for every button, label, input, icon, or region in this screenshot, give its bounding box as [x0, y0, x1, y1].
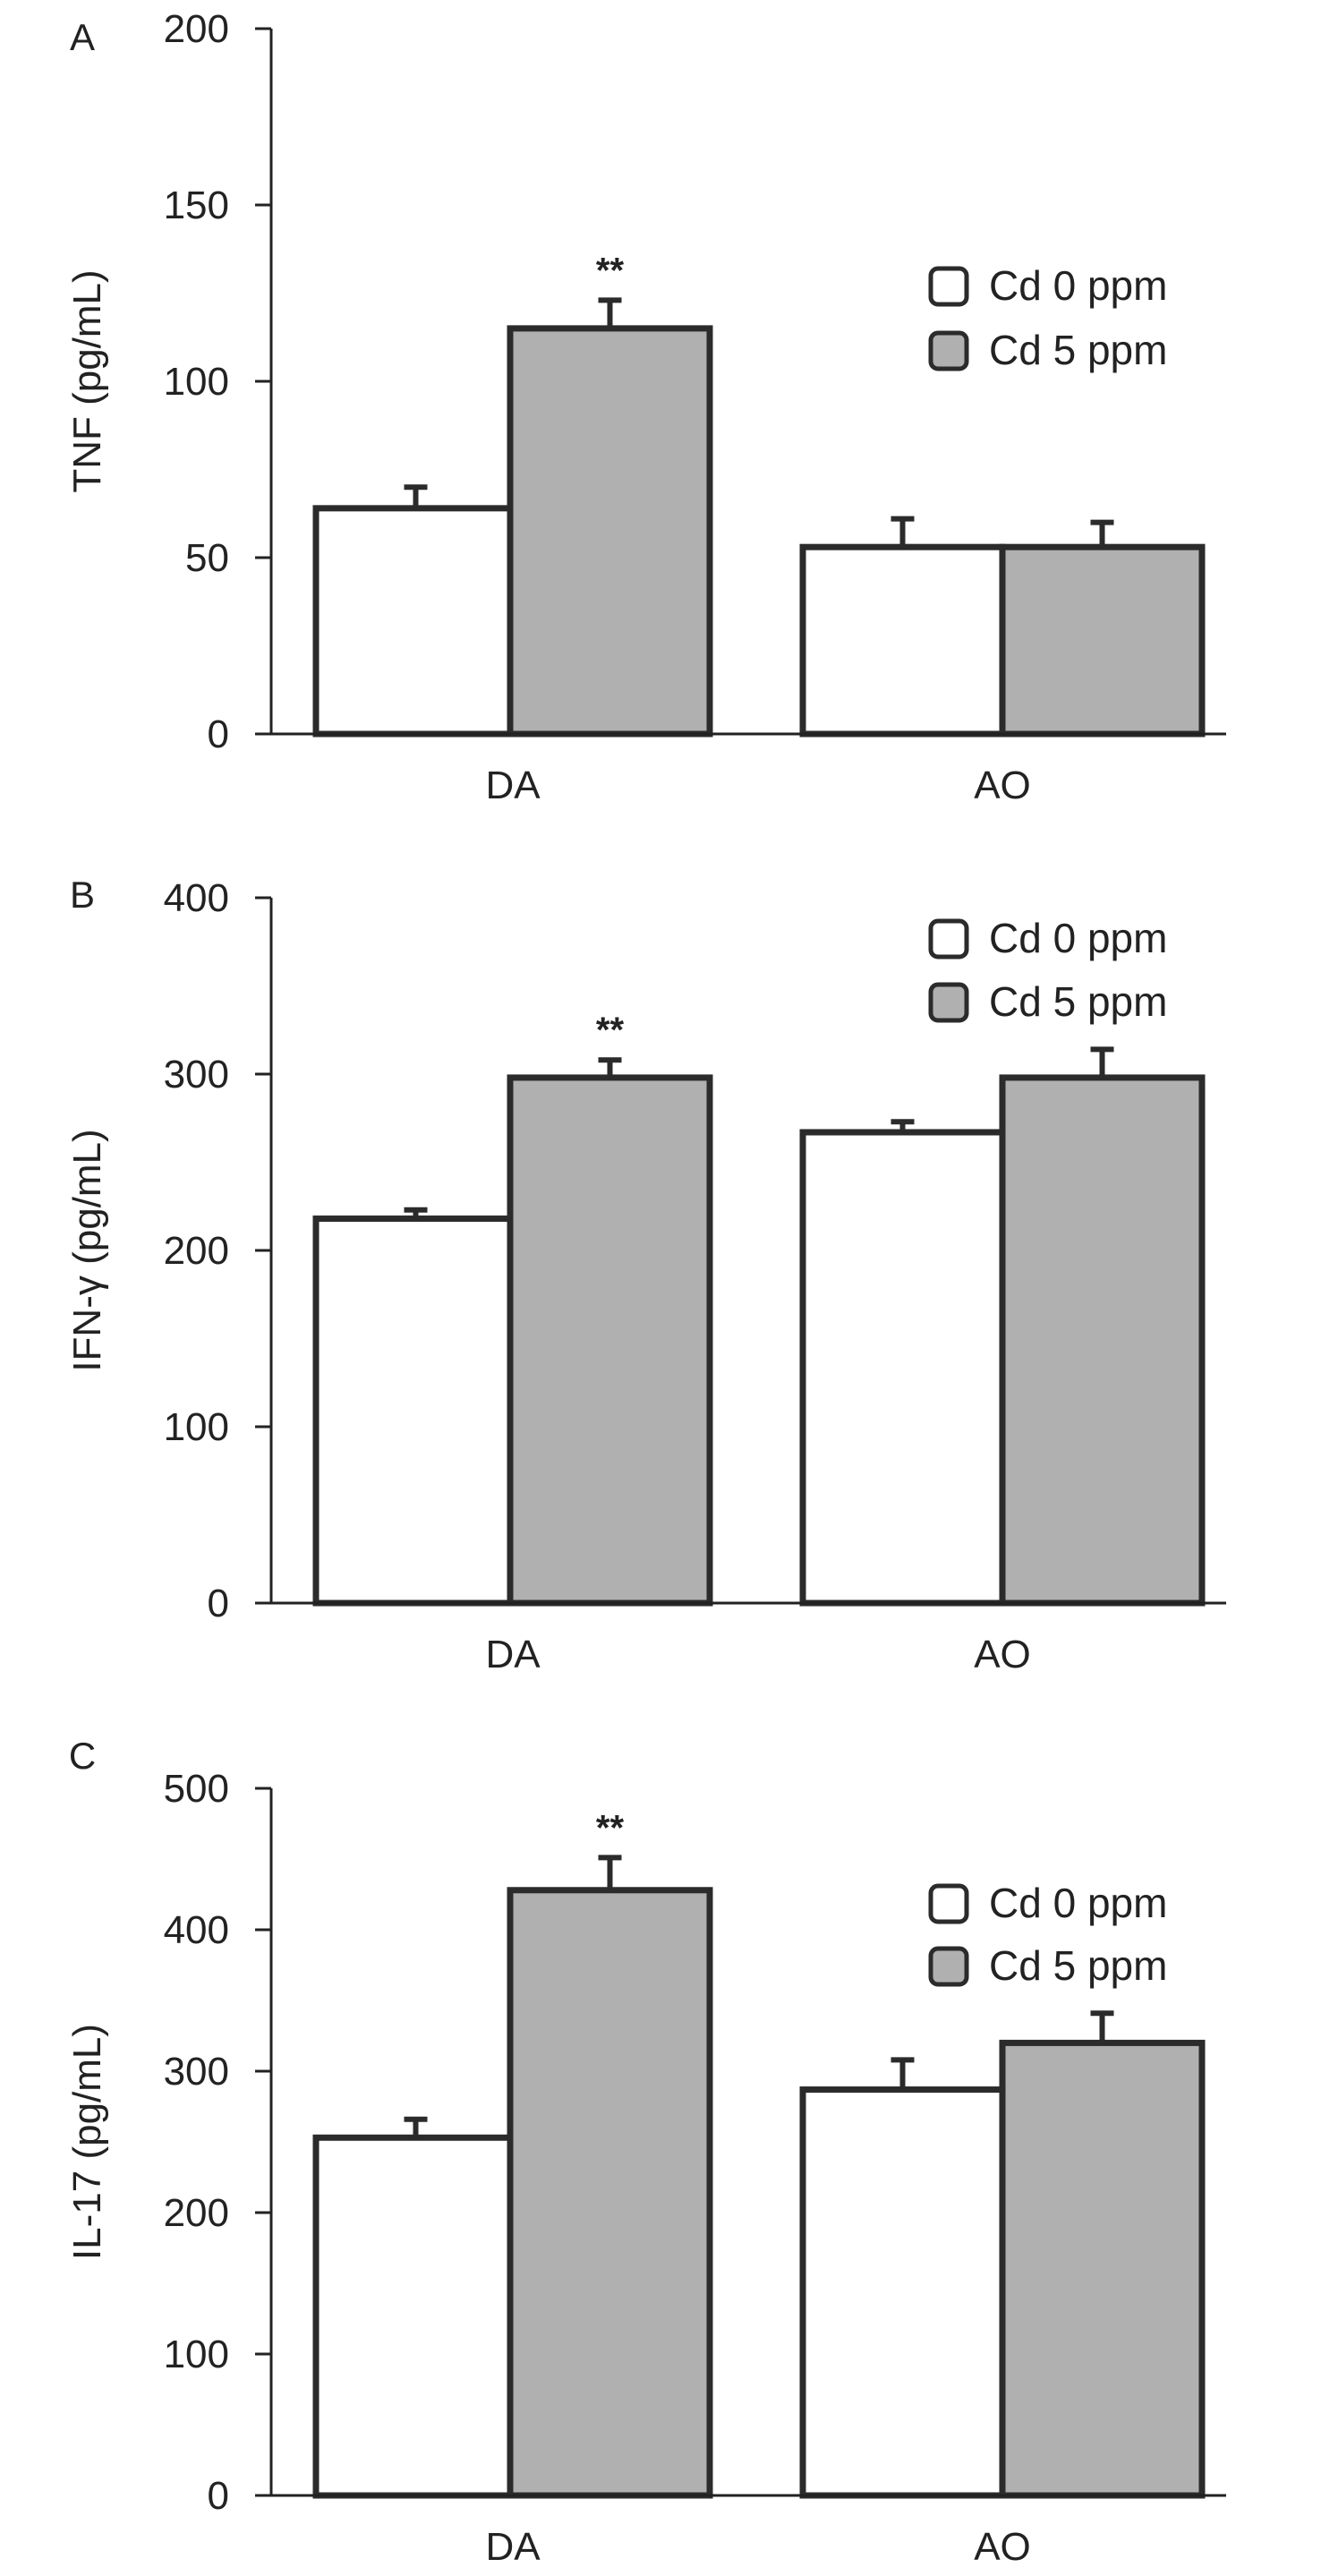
chart-panel-a: A 0 50 100 150 200 TNF (pg/mL) DA AO ** Cd 0 ppm Cd… — [65, 7, 1226, 807]
y-axis-label: TNF (pg/mL) — [65, 269, 109, 492]
legend-label: Cd 0 ppm — [989, 262, 1167, 309]
y-axis-label: IL-17 (pg/mL) — [65, 2024, 109, 2260]
x-tick-label: DA — [485, 1633, 541, 1676]
y-tick-label: 200 — [164, 1229, 229, 1273]
y-tick-label: 0 — [208, 1582, 229, 1625]
significance-marker: ** — [596, 1808, 625, 1847]
x-tick-label: AO — [974, 2525, 1031, 2569]
y-tick-label: 100 — [164, 360, 229, 404]
significance-marker: ** — [596, 1011, 625, 1050]
panel-letter: B — [70, 874, 95, 916]
panel-letter: C — [69, 1735, 96, 1777]
x-tick-label: DA — [485, 763, 541, 807]
legend-swatch — [928, 266, 969, 307]
bar-ao-series-1 — [999, 543, 1206, 738]
y-tick-label: 500 — [164, 1767, 229, 1811]
bar-da-series-1 — [507, 1887, 713, 2499]
y-tick-label: 400 — [164, 1908, 229, 1952]
legend-label: Cd 5 ppm — [989, 327, 1167, 373]
y-tick-label: 300 — [164, 2050, 229, 2094]
y-axis-label: IFN-γ (pg/mL) — [65, 1129, 109, 1371]
bar-ao-series-0 — [799, 1129, 1006, 1607]
y-tick-label: 50 — [185, 536, 229, 580]
panel-letter: A — [70, 16, 95, 58]
bar-ao-series-0 — [799, 2086, 1006, 2499]
y-tick-label: 100 — [164, 2333, 229, 2376]
bar-ao-series-0 — [799, 543, 1006, 738]
legend-label: Cd 5 ppm — [989, 1942, 1167, 1989]
legend-swatch — [928, 1883, 969, 1924]
y-tick-label: 0 — [208, 2474, 229, 2518]
bar-da-series-1 — [507, 325, 713, 738]
chart-panel-c: C 0 100 200 300 400 500 IL-17 (pg/mL) DA AO ** Cd 0… — [65, 1735, 1226, 2569]
legend-label: Cd 5 ppm — [989, 978, 1167, 1025]
bar-ao-series-1 — [999, 1074, 1206, 1607]
y-tick-label: 150 — [164, 183, 229, 227]
bar-ao-series-1 — [999, 2039, 1206, 2499]
y-tick-label: 200 — [164, 7, 229, 51]
legend-swatch — [928, 918, 969, 960]
x-tick-label: AO — [974, 1633, 1031, 1676]
legend-swatch — [928, 982, 969, 1023]
y-tick-label: 100 — [164, 1405, 229, 1449]
y-tick-label: 0 — [208, 712, 229, 756]
legend-label: Cd 0 ppm — [989, 915, 1167, 961]
chart-panel-b: B 0 100 200 300 400 IFN-γ (pg/mL) DA AO ** Cd 0 pp… — [65, 874, 1226, 1676]
legend-label: Cd 0 ppm — [989, 1880, 1167, 1926]
legend-swatch — [928, 330, 969, 371]
y-tick-label: 300 — [164, 1053, 229, 1096]
bar-da-series-0 — [312, 2134, 519, 2499]
x-tick-label: AO — [974, 763, 1031, 807]
bar-da-series-1 — [507, 1074, 713, 1607]
y-tick-label: 400 — [164, 876, 229, 920]
bar-da-series-0 — [312, 1215, 519, 1607]
x-tick-label: DA — [485, 2525, 541, 2569]
bar-da-series-0 — [312, 505, 519, 738]
legend-swatch — [928, 1946, 969, 1987]
y-tick-label: 200 — [164, 2191, 229, 2235]
significance-marker: ** — [596, 251, 625, 290]
